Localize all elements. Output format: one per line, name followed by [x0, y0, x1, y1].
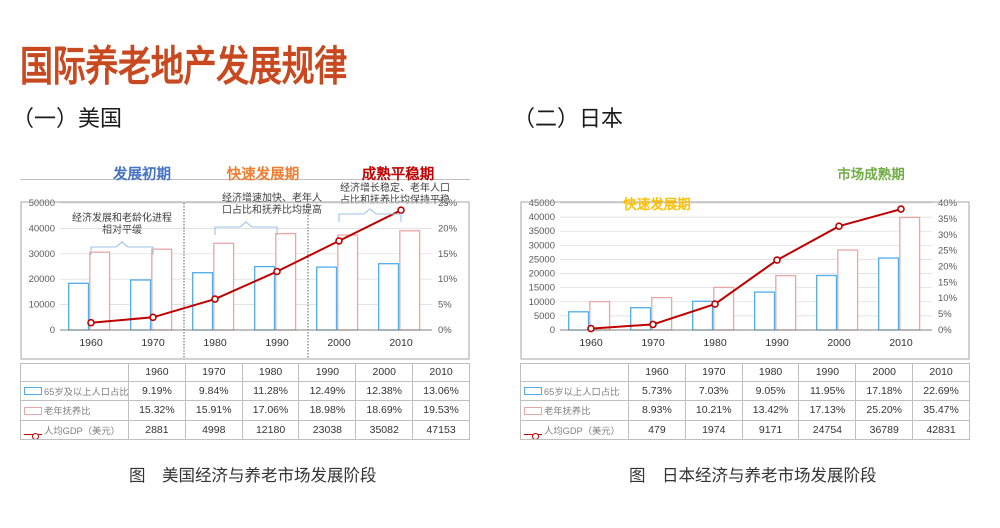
- svg-text:1980: 1980: [203, 337, 227, 349]
- svg-text:15%: 15%: [938, 277, 958, 288]
- svg-text:10000: 10000: [29, 300, 55, 311]
- svg-text:35000: 35000: [529, 226, 555, 237]
- svg-text:0%: 0%: [438, 325, 452, 336]
- svg-text:20000: 20000: [529, 269, 555, 280]
- svg-text:5%: 5%: [438, 300, 452, 311]
- svg-text:1980: 1980: [703, 337, 727, 349]
- svg-text:10%: 10%: [938, 293, 958, 304]
- svg-text:10000: 10000: [529, 297, 555, 308]
- svg-text:35%: 35%: [938, 214, 958, 225]
- svg-text:20000: 20000: [29, 274, 55, 285]
- svg-text:5000: 5000: [534, 311, 555, 322]
- svg-text:40000: 40000: [29, 223, 55, 234]
- svg-text:1990: 1990: [265, 337, 289, 349]
- svg-text:20%: 20%: [438, 223, 458, 234]
- svg-text:2000: 2000: [827, 337, 851, 349]
- svg-text:2010: 2010: [389, 337, 413, 349]
- svg-text:20%: 20%: [938, 262, 958, 273]
- svg-text:5%: 5%: [938, 309, 952, 320]
- svg-text:45000: 45000: [529, 198, 555, 209]
- svg-text:1990: 1990: [765, 337, 789, 349]
- svg-text:2000: 2000: [327, 337, 351, 349]
- svg-text:0: 0: [550, 325, 555, 336]
- svg-text:0%: 0%: [938, 325, 952, 336]
- svg-text:30000: 30000: [529, 240, 555, 251]
- svg-text:40000: 40000: [529, 212, 555, 223]
- svg-text:30%: 30%: [938, 230, 958, 241]
- svg-text:25%: 25%: [438, 198, 458, 209]
- svg-text:1970: 1970: [641, 337, 665, 349]
- svg-text:15000: 15000: [529, 283, 555, 294]
- svg-text:40%: 40%: [938, 198, 958, 209]
- svg-text:15%: 15%: [438, 249, 458, 260]
- svg-text:0: 0: [50, 325, 55, 336]
- svg-text:50000: 50000: [29, 198, 55, 209]
- svg-text:2010: 2010: [889, 337, 913, 349]
- svg-text:1960: 1960: [579, 337, 603, 349]
- svg-text:1960: 1960: [79, 337, 103, 349]
- svg-text:30000: 30000: [29, 249, 55, 260]
- svg-text:10%: 10%: [438, 274, 458, 285]
- svg-text:1970: 1970: [141, 337, 165, 349]
- svg-text:25%: 25%: [938, 246, 958, 257]
- svg-text:25000: 25000: [529, 254, 555, 265]
